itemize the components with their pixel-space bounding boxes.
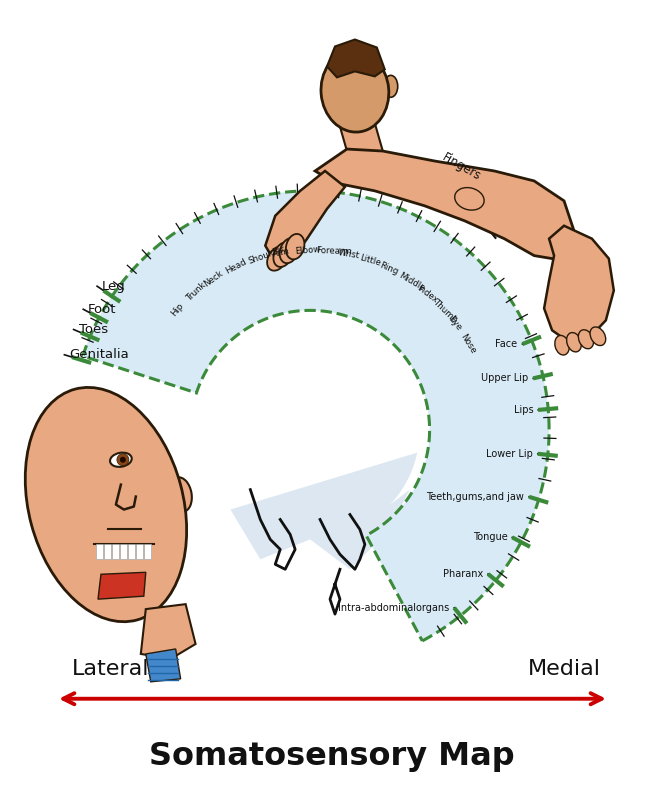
Ellipse shape [455, 187, 484, 210]
Polygon shape [337, 116, 382, 151]
Polygon shape [544, 226, 614, 342]
Text: Upper Lip: Upper Lip [481, 374, 529, 383]
Bar [104, 544, 111, 559]
Text: Lateral: Lateral [72, 659, 149, 679]
Text: Leg: Leg [102, 280, 125, 293]
Ellipse shape [384, 75, 398, 98]
Text: Foot: Foot [88, 302, 117, 316]
Ellipse shape [110, 453, 131, 467]
Text: Eye: Eye [446, 314, 463, 332]
Ellipse shape [280, 238, 299, 263]
Ellipse shape [25, 387, 187, 622]
Text: Pharanx: Pharanx [443, 569, 483, 579]
Text: Forearm: Forearm [316, 246, 352, 257]
Text: Toes: Toes [78, 323, 108, 336]
Text: Wrist: Wrist [337, 248, 361, 261]
Bar [120, 544, 127, 559]
Bar [144, 544, 151, 559]
Text: Face: Face [495, 339, 517, 349]
Text: Middle: Middle [398, 270, 427, 293]
Text: Hip: Hip [169, 301, 185, 318]
Ellipse shape [578, 330, 594, 349]
Polygon shape [141, 604, 196, 659]
Polygon shape [266, 171, 345, 262]
Ellipse shape [286, 234, 304, 259]
Text: Ring: Ring [378, 261, 400, 277]
Text: Somatosensory Map: Somatosensory Map [149, 741, 515, 772]
Text: Neck: Neck [202, 269, 225, 289]
Polygon shape [98, 572, 146, 599]
Text: Shoulder: Shoulder [247, 244, 286, 266]
Bar [128, 544, 135, 559]
Text: Lips: Lips [514, 405, 533, 415]
Ellipse shape [321, 50, 389, 132]
Circle shape [117, 454, 129, 466]
Bar [112, 544, 119, 559]
Polygon shape [83, 191, 549, 641]
Text: Medial: Medial [527, 659, 600, 679]
Polygon shape [327, 39, 384, 78]
Ellipse shape [555, 335, 569, 355]
Text: Head: Head [224, 257, 248, 275]
Ellipse shape [274, 242, 293, 267]
Text: Trunk: Trunk [185, 279, 208, 302]
Ellipse shape [267, 246, 288, 270]
Polygon shape [315, 149, 574, 261]
Text: Nose: Nose [458, 333, 477, 356]
Text: Little: Little [359, 254, 382, 268]
Text: Index: Index [415, 283, 440, 305]
Bar [96, 544, 103, 559]
Text: Lower Lip: Lower Lip [486, 449, 533, 459]
Text: Elbow: Elbow [294, 245, 321, 256]
Ellipse shape [169, 478, 192, 512]
Text: Intra-abdominalorgans: Intra-abdominalorgans [338, 603, 450, 613]
Circle shape [120, 457, 126, 462]
Polygon shape [146, 649, 181, 682]
Text: Genitalia: Genitalia [69, 348, 129, 362]
Text: Thumb: Thumb [432, 298, 459, 325]
Text: Tongue: Tongue [473, 533, 507, 542]
Polygon shape [230, 453, 417, 570]
Text: Teeth,gums,and jaw: Teeth,gums,and jaw [426, 492, 524, 502]
Bar [136, 544, 143, 559]
Text: Fingers: Fingers [440, 150, 483, 183]
Ellipse shape [590, 327, 606, 346]
Ellipse shape [566, 333, 582, 352]
Text: Arm: Arm [272, 246, 291, 259]
